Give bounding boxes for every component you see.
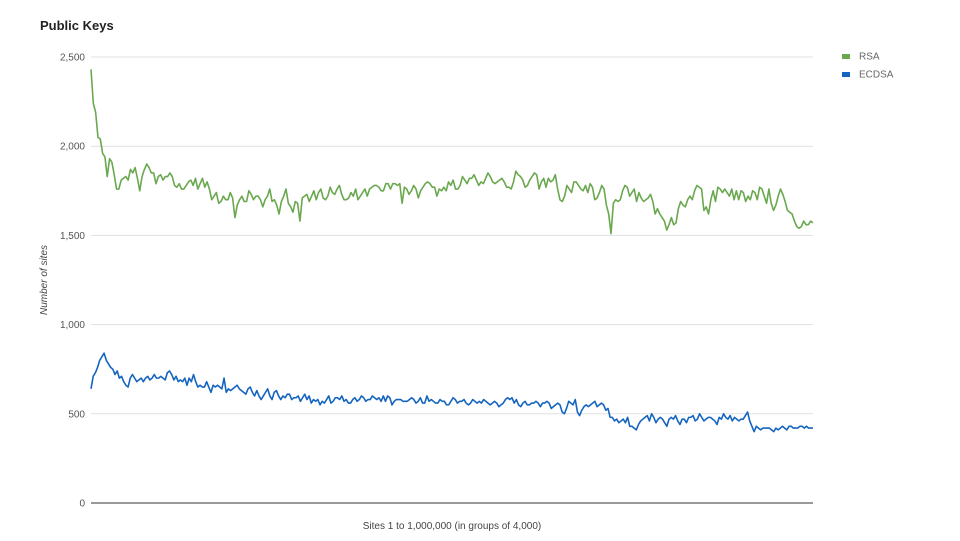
legend: RSA ECDSA	[842, 52, 894, 81]
series-line-ecdsa	[90, 352, 813, 433]
legend-label-ecdsa: ECDSA	[859, 70, 894, 81]
y-axis-title: Number of sites	[39, 245, 50, 315]
gridlines	[91, 56, 813, 415]
y-tick-label: 0	[79, 499, 85, 510]
y-tick-label: 1,500	[60, 231, 85, 242]
legend-swatch-ecdsa	[842, 72, 850, 77]
y-tick-label: 500	[68, 409, 85, 420]
legend-swatch-rsa	[842, 54, 850, 59]
legend-label-rsa: RSA	[859, 52, 880, 63]
y-tick-label: 1,000	[60, 320, 85, 331]
y-tick-label: 2,000	[60, 142, 85, 153]
y-axis-ticks: 0 500 1,000 1,500 2,000 2,500	[60, 53, 85, 510]
y-tick-label: 2,500	[60, 53, 85, 64]
series-line-rsa	[90, 69, 814, 235]
chart-title: Public Keys	[40, 18, 114, 33]
series-lines	[90, 69, 814, 433]
x-axis-title: Sites 1 to 1,000,000 (in groups of 4,000…	[363, 521, 541, 532]
